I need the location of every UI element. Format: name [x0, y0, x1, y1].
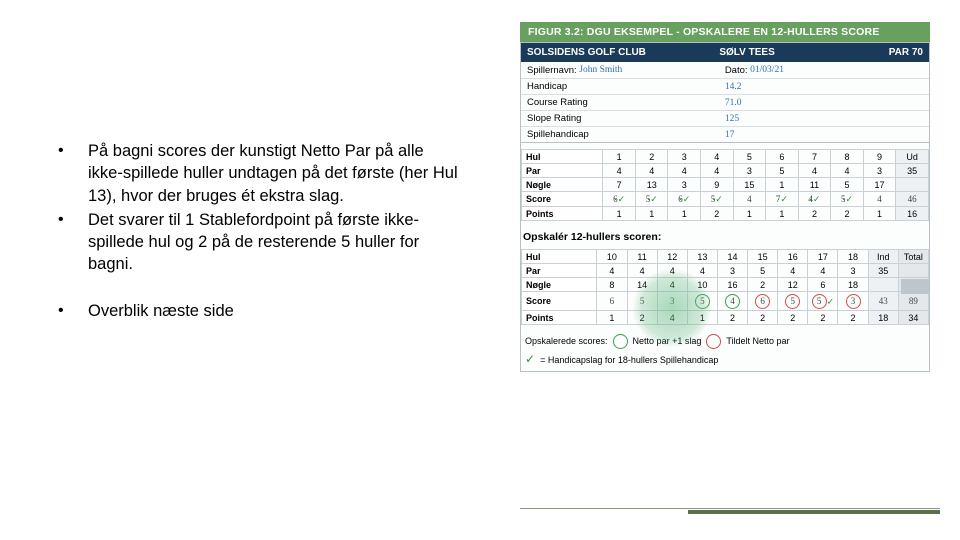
- info-value: 71.0: [719, 94, 929, 110]
- bullet-item: • Det svarer til 1 Stablefordpoint på fø…: [58, 209, 458, 276]
- green-circle-icon: [613, 334, 628, 349]
- info-label: Spillehandicap: [521, 126, 719, 142]
- table-row: Par 44443544335: [522, 264, 929, 278]
- green-circle-icon: 4: [725, 294, 740, 309]
- bullet-text: Overblik næste side: [88, 300, 458, 322]
- figure-panel: FIGUR 3.2: DGU EKSEMPEL - OPSKALERE EN 1…: [520, 22, 930, 372]
- red-circle-icon: 5: [812, 294, 827, 309]
- table-row: Score 6 5 3 5 4 6 5 5✓ 3 43 89: [522, 292, 929, 311]
- par-label: PAR 70: [838, 43, 929, 62]
- red-circle-icon: 6: [755, 294, 770, 309]
- table-row: Points 1241222221834: [522, 311, 929, 325]
- table-row: Par 44443544335: [522, 164, 929, 178]
- legend: Opskalerede scores: Netto par +1 slag Ti…: [521, 333, 929, 371]
- bullet-item: • På bagni scores der kunstigt Netto Par…: [58, 140, 458, 207]
- legend-text: Tildelt Netto par: [726, 333, 789, 349]
- club-name: SOLSIDENS GOLF CLUB: [521, 43, 713, 62]
- slide-text: • På bagni scores der kunstigt Netto Par…: [58, 140, 458, 324]
- red-circle-icon: 3: [846, 294, 861, 309]
- green-circle-icon: 5: [695, 294, 710, 309]
- red-circle-icon: 5: [785, 294, 800, 309]
- bullet-dot: •: [58, 300, 88, 322]
- gray-strip: [901, 279, 929, 294]
- table-row: Nøgle 81441016212618: [522, 278, 929, 292]
- table-row: Hul 101112131415161718IndTotal: [522, 250, 929, 264]
- info-label: Spillernavn:: [527, 65, 577, 76]
- info-value: 14.2: [719, 78, 929, 94]
- info-label: Slope Rating: [521, 110, 719, 126]
- bullet-dot: •: [58, 209, 88, 276]
- footer-divider: [520, 510, 940, 514]
- player-info: Spillernavn: John Smith Handicap Course …: [521, 62, 929, 143]
- date-label: Dato: [725, 65, 745, 76]
- bullet-text: Det svarer til 1 Stablefordpoint på førs…: [88, 209, 458, 276]
- front-nine-table: Hul 123456789Ud Par 44443544335 Nøgle 71…: [521, 149, 929, 221]
- table-row: Points 11121122116: [522, 207, 929, 221]
- legend-text: Netto par +1 slag: [633, 333, 702, 349]
- table-row: Nøgle 7133915111517: [522, 178, 929, 192]
- scorecard: SOLSIDENS GOLF CLUB SØLV TEES PAR 70 Spi…: [520, 42, 930, 372]
- table-row: Score 6✓ 5✓ 6✓ 5✓ 4 7✓ 4✓ 5✓ 4 46: [522, 192, 929, 207]
- date-value: 01/03/21: [750, 65, 784, 75]
- bullet-text: På bagni scores der kunstigt Netto Par p…: [88, 140, 458, 207]
- legend-label: Opskalerede scores:: [525, 333, 608, 349]
- subsection-title: Opskalér 12-hullers scoren:: [523, 231, 929, 243]
- bullet-dot: •: [58, 140, 88, 207]
- bullet-item: • Overblik næste side: [58, 300, 458, 322]
- legend-text: = Handicapslag for 18-hullers Spillehand…: [540, 352, 718, 368]
- info-value: 17: [719, 126, 929, 142]
- tee-name: SØLV TEES: [713, 43, 838, 62]
- player-name: John Smith: [579, 65, 622, 75]
- info-value: 125: [719, 110, 929, 126]
- check-icon: ✓: [525, 349, 535, 371]
- table-row: Hul 123456789Ud: [522, 150, 929, 164]
- figure-header: FIGUR 3.2: DGU EKSEMPEL - OPSKALERE EN 1…: [520, 22, 930, 42]
- scorecard-title-bar: SOLSIDENS GOLF CLUB SØLV TEES PAR 70: [521, 43, 929, 62]
- red-circle-icon: [706, 334, 721, 349]
- info-label: Course Rating: [521, 94, 719, 110]
- back-nine-table: Hul 101112131415161718IndTotal Par 44443…: [521, 249, 929, 325]
- info-label: Handicap: [521, 78, 719, 94]
